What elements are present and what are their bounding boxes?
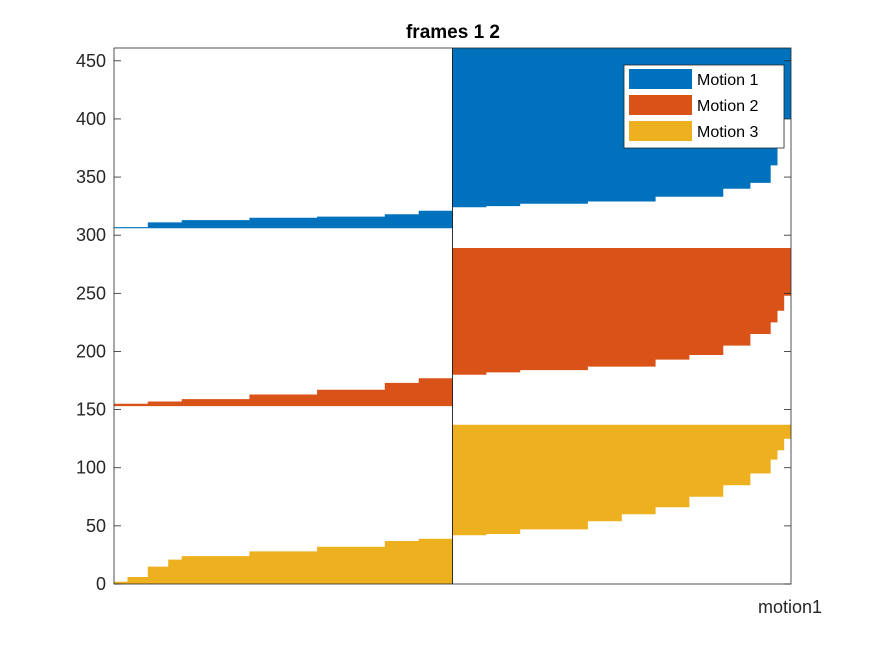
y-tick-label: 450 xyxy=(76,51,106,71)
area-motion-3-segment-1 xyxy=(114,536,453,584)
y-tick-label: 300 xyxy=(76,225,106,245)
legend-label-motion-1: Motion 1 xyxy=(697,72,758,89)
legend: Motion 1 Motion 2 Motion 3 xyxy=(623,64,785,149)
area-motion-2-segment-1 xyxy=(114,374,453,407)
chart-title: frames 1 2 xyxy=(406,22,500,43)
legend-swatch-motion-3 xyxy=(629,121,692,141)
area-motion-1-segment-1 xyxy=(114,207,453,229)
axes-box xyxy=(113,47,792,585)
legend-swatch-motion-1 xyxy=(629,69,692,89)
y-tick-label: 200 xyxy=(76,341,106,361)
area-motion-2-segment-2 xyxy=(452,247,791,375)
legend-label-motion-3: Motion 3 xyxy=(697,124,758,141)
y-tick-label: 50 xyxy=(86,516,106,536)
y-tick-label: 100 xyxy=(76,458,106,478)
y-tick-label: 0 xyxy=(96,574,106,594)
y-tick-label: 400 xyxy=(76,109,106,129)
y-tick-label: 150 xyxy=(76,400,106,420)
y-tick-label: 250 xyxy=(76,283,106,303)
legend-swatch-motion-2 xyxy=(629,95,692,115)
legend-label-motion-2: Motion 2 xyxy=(697,98,758,115)
x-axis-label: motion1 xyxy=(758,597,822,617)
area-motion-3-segment-2 xyxy=(452,424,791,536)
y-axis: 0 50 100 150 200 250 300 350 400 450 xyxy=(76,51,791,594)
y-tick-label: 350 xyxy=(76,167,106,187)
